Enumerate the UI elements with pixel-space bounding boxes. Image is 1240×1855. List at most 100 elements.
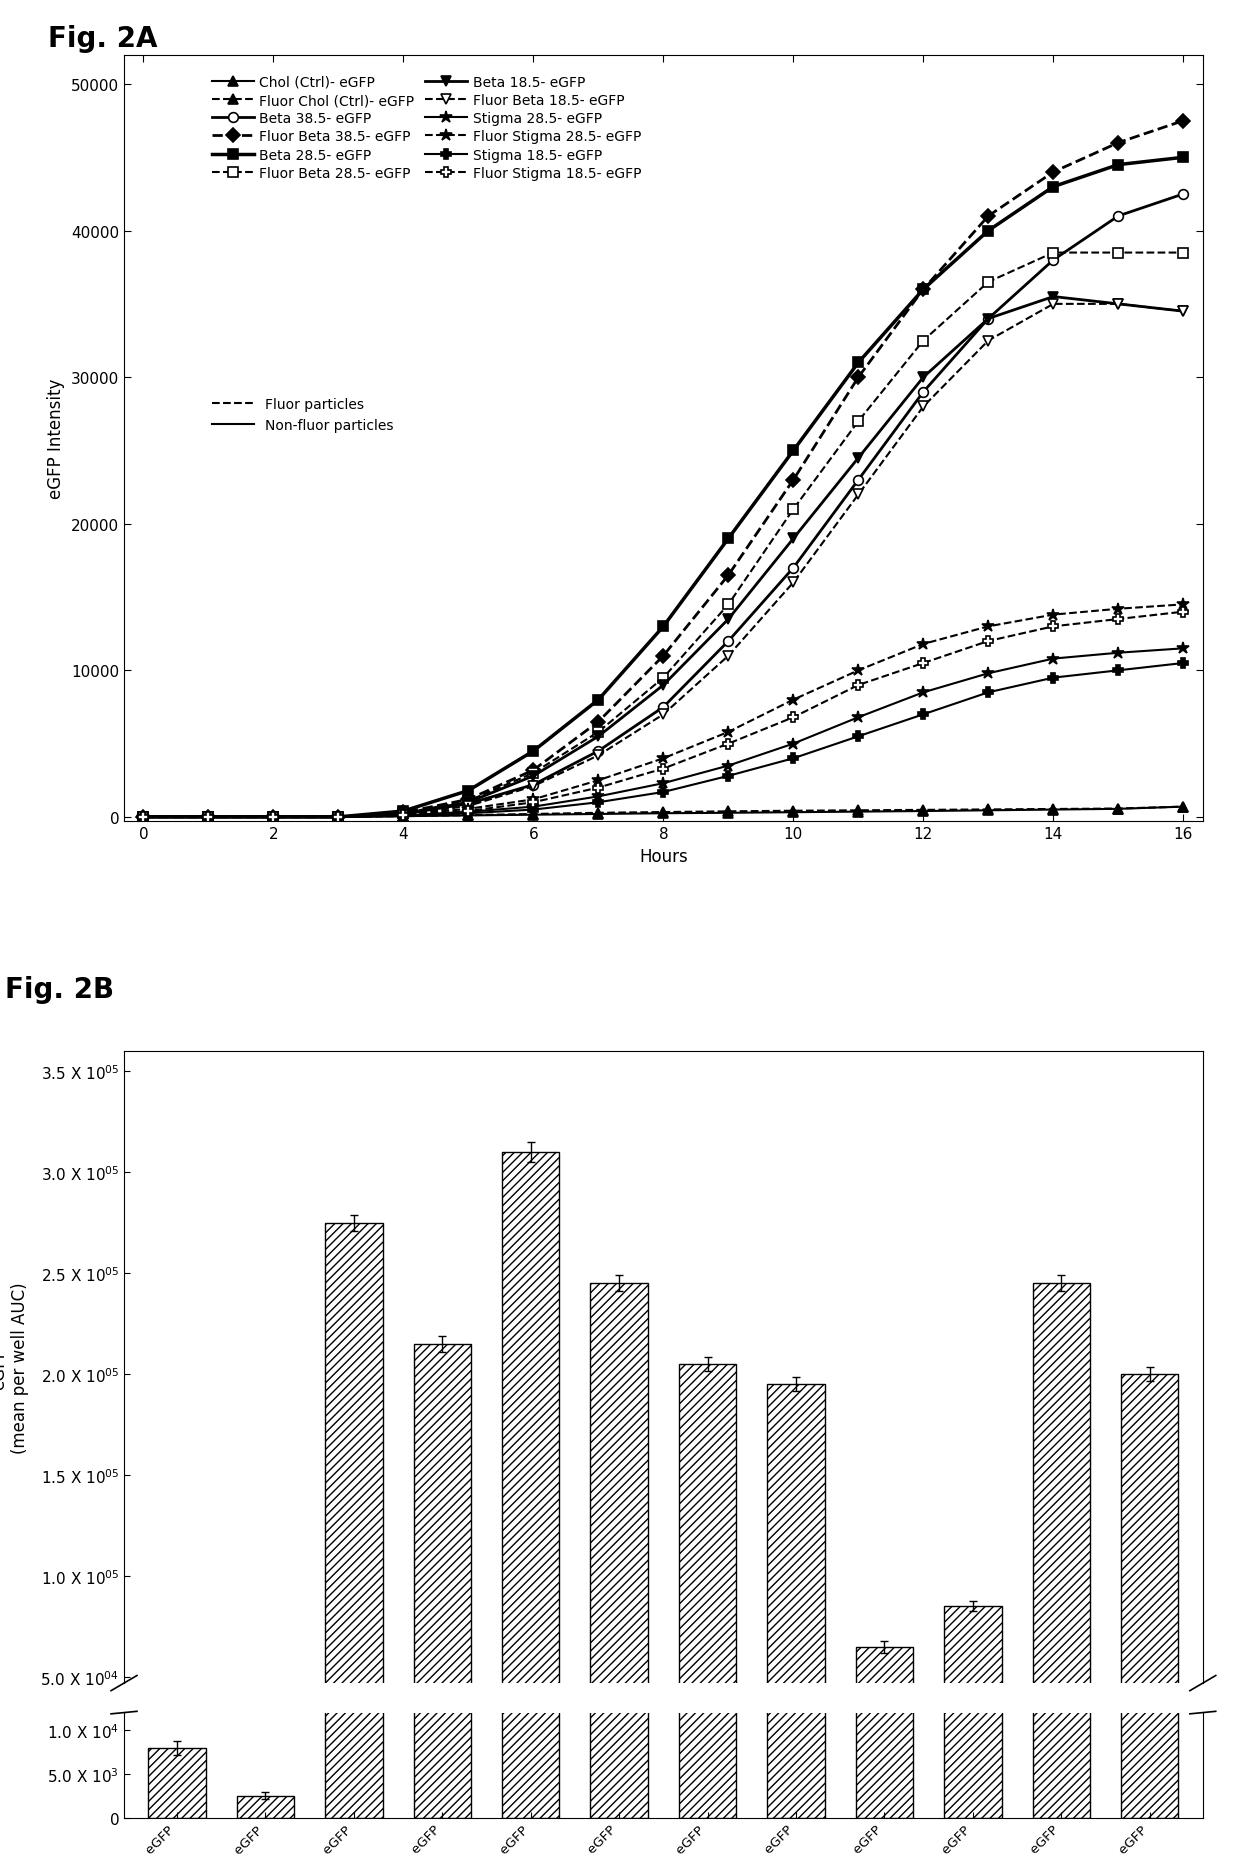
Fluor Chol (Ctrl)- eGFP: [916, 800, 931, 822]
Stigma 18.5- eGFP: [1045, 668, 1060, 690]
Chol (Ctrl)- eGFP: [981, 800, 996, 822]
Beta 38.5- eGFP: [1111, 206, 1126, 228]
Line: Fluor Beta 28.5- eGFP: Fluor Beta 28.5- eGFP: [139, 249, 1188, 822]
Fluor Beta 28.5- eGFP: [201, 807, 216, 829]
Fluor Stigma 28.5- eGFP: [981, 616, 996, 638]
Stigma 18.5- eGFP: [981, 683, 996, 705]
Fluor Stigma 28.5- eGFP: [591, 770, 606, 792]
Bar: [502, 1152, 559, 1777]
Fluor Stigma 28.5- eGFP: [136, 807, 151, 829]
Beta 28.5- eGFP: [1045, 176, 1060, 198]
Beta 28.5- eGFP: [526, 740, 541, 762]
Fluor Beta 38.5- eGFP: [916, 278, 931, 301]
Text: Fig. 2A: Fig. 2A: [48, 24, 157, 54]
Beta 18.5- eGFP: [981, 308, 996, 330]
Fluor Beta 28.5- eGFP: [526, 762, 541, 785]
Beta 28.5- eGFP: [1111, 154, 1126, 176]
Chol (Ctrl)- eGFP: [916, 801, 931, 824]
Y-axis label: eGFP Intensity: eGFP Intensity: [47, 378, 66, 499]
Fluor Beta 28.5- eGFP: [786, 499, 801, 521]
Fluor Beta 38.5- eGFP: [461, 788, 476, 811]
Line: Fluor Chol (Ctrl)- eGFP: Fluor Chol (Ctrl)- eGFP: [139, 803, 1188, 822]
Beta 28.5- eGFP: [136, 807, 151, 829]
Stigma 18.5- eGFP: [656, 781, 671, 803]
Fluor Beta 18.5- eGFP: [591, 746, 606, 768]
Line: Beta 28.5- eGFP: Beta 28.5- eGFP: [139, 154, 1188, 822]
Chol (Ctrl)- eGFP: [267, 807, 281, 829]
Stigma 18.5- eGFP: [591, 792, 606, 814]
Stigma 28.5- eGFP: [1111, 642, 1126, 664]
Fluor Beta 28.5- eGFP: [1045, 243, 1060, 265]
Fluor Beta 18.5- eGFP: [1176, 301, 1190, 323]
Fluor Stigma 28.5- eGFP: [526, 788, 541, 811]
Fluor Beta 28.5- eGFP: [461, 790, 476, 812]
Fluor Beta 18.5- eGFP: [526, 775, 541, 798]
Beta 38.5- eGFP: [720, 631, 735, 653]
Beta 38.5- eGFP: [396, 803, 410, 825]
Chol (Ctrl)- eGFP: [720, 801, 735, 824]
Bar: [414, 0, 471, 1818]
Fluor Beta 38.5- eGFP: [1176, 111, 1190, 134]
Fluor Beta 18.5- eGFP: [656, 703, 671, 725]
Bar: [502, 0, 559, 1818]
Chol (Ctrl)- eGFP: [461, 805, 476, 827]
Line: Fluor Stigma 28.5- eGFP: Fluor Stigma 28.5- eGFP: [138, 599, 1189, 824]
Fluor Chol (Ctrl)- eGFP: [656, 801, 671, 824]
Bar: [1033, 0, 1090, 1818]
Fluor Stigma 18.5- eGFP: [267, 807, 281, 829]
Chol (Ctrl)- eGFP: [201, 807, 216, 829]
Bar: [237, 1796, 294, 1818]
Beta 18.5- eGFP: [461, 792, 476, 814]
Fluor Beta 38.5- eGFP: [1111, 132, 1126, 154]
Chol (Ctrl)- eGFP: [526, 803, 541, 825]
Fluor Stigma 28.5- eGFP: [201, 807, 216, 829]
Fluor Beta 28.5- eGFP: [981, 271, 996, 293]
Bar: [678, 20, 737, 1818]
Stigma 28.5- eGFP: [1045, 647, 1060, 670]
Beta 18.5- eGFP: [331, 807, 346, 829]
Chol (Ctrl)- eGFP: [331, 807, 346, 829]
X-axis label: Hours: Hours: [639, 848, 688, 864]
Stigma 18.5- eGFP: [1111, 660, 1126, 683]
Fluor Beta 28.5- eGFP: [851, 410, 866, 432]
Fluor Beta 18.5- eGFP: [851, 484, 866, 506]
Stigma 18.5- eGFP: [331, 807, 346, 829]
Fluor Chol (Ctrl)- eGFP: [786, 800, 801, 822]
Beta 18.5- eGFP: [1111, 293, 1126, 315]
Beta 18.5- eGFP: [851, 447, 866, 469]
Beta 18.5- eGFP: [201, 807, 216, 829]
Fluor Chol (Ctrl)- eGFP: [331, 807, 346, 829]
Fluor Stigma 18.5- eGFP: [201, 807, 216, 829]
Fluor Beta 38.5- eGFP: [331, 807, 346, 829]
Chol (Ctrl)- eGFP: [136, 807, 151, 829]
Beta 18.5- eGFP: [656, 675, 671, 697]
Fluor Beta 18.5- eGFP: [331, 807, 346, 829]
Fluor Beta 38.5- eGFP: [267, 807, 281, 829]
Fluor Stigma 18.5- eGFP: [720, 733, 735, 755]
Fluor Beta 38.5- eGFP: [136, 807, 151, 829]
Stigma 28.5- eGFP: [851, 707, 866, 729]
Fluor Stigma 28.5- eGFP: [396, 803, 410, 825]
Chol (Ctrl)- eGFP: [786, 801, 801, 824]
Fluor Beta 28.5- eGFP: [720, 594, 735, 616]
Line: Stigma 18.5- eGFP: Stigma 18.5- eGFP: [139, 659, 1188, 822]
Fluor Stigma 18.5- eGFP: [526, 792, 541, 814]
Fluor Beta 28.5- eGFP: [396, 803, 410, 825]
Bar: [856, 1647, 913, 1777]
Fluor Beta 18.5- eGFP: [136, 807, 151, 829]
Fluor Beta 38.5- eGFP: [786, 469, 801, 492]
Fluor Stigma 18.5- eGFP: [1045, 616, 1060, 638]
Bar: [1033, 1284, 1090, 1777]
Bar: [768, 108, 825, 1818]
Stigma 28.5- eGFP: [461, 801, 476, 824]
Stigma 28.5- eGFP: [656, 774, 671, 796]
Fluor Stigma 28.5- eGFP: [1111, 599, 1126, 621]
Fluor Beta 28.5- eGFP: [136, 807, 151, 829]
Beta 18.5- eGFP: [591, 725, 606, 748]
Beta 18.5- eGFP: [526, 766, 541, 788]
Fluor Beta 38.5- eGFP: [851, 367, 866, 390]
Beta 18.5- eGFP: [1176, 301, 1190, 323]
Beta 28.5- eGFP: [786, 440, 801, 462]
Fluor Chol (Ctrl)- eGFP: [267, 807, 281, 829]
Fluor Beta 18.5- eGFP: [1045, 293, 1060, 315]
